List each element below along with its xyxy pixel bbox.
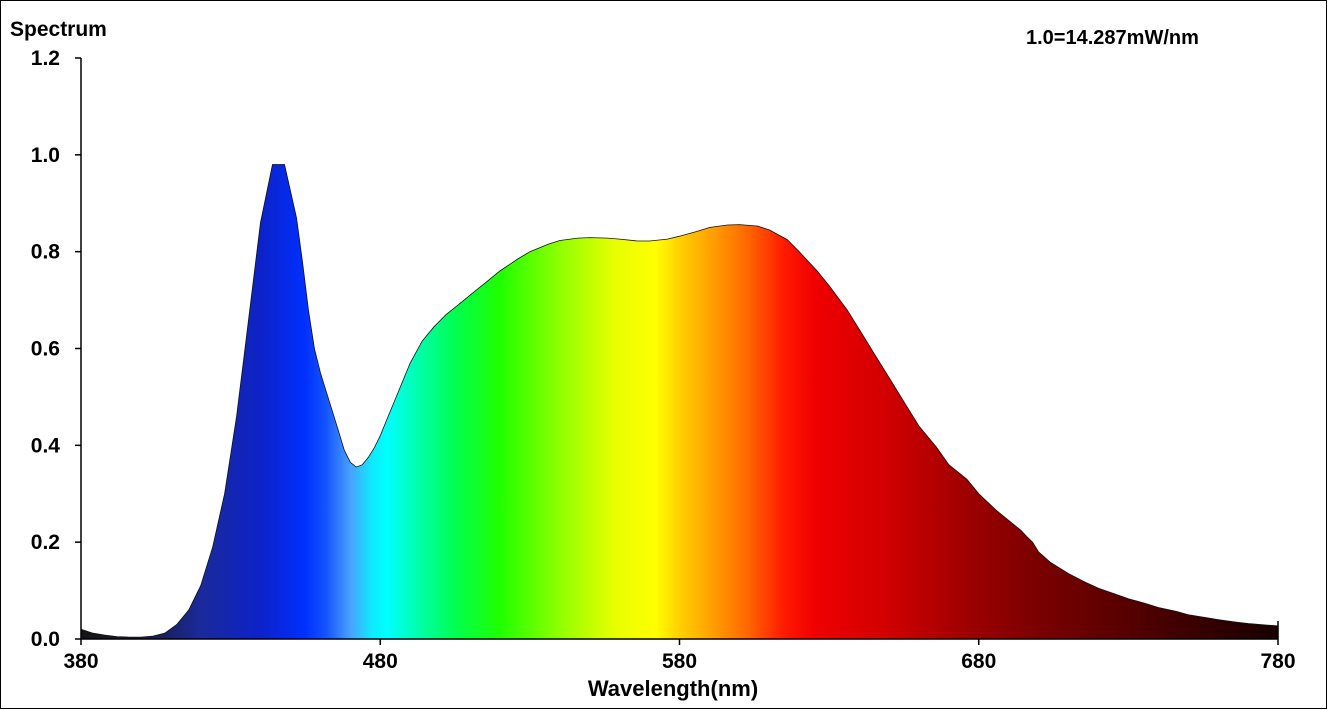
x-tick-label: 680 (961, 650, 996, 673)
x-tick-label: 380 (63, 650, 98, 673)
plot-area (81, 164, 1278, 639)
spectrum-outline (81, 164, 1278, 638)
y-tick-label: 0.2 (31, 531, 60, 554)
y-tick-label: 0.8 (31, 241, 61, 264)
x-axis-label: Wavelength(nm) (588, 676, 758, 701)
y-tick-label: 0.4 (31, 434, 61, 457)
scale-annotation: 1.0=14.287mW/nm (1026, 27, 1199, 49)
chart-title: Spectrum (10, 18, 107, 41)
x-tick-label: 780 (1260, 650, 1295, 673)
y-tick-label: 1.2 (31, 47, 60, 70)
y-ticks: 0.0 0.2 0.4 0.6 0.8 1.0 1.2 (31, 47, 81, 651)
y-tick-label: 0.6 (31, 338, 60, 361)
y-tick-label: 0.0 (31, 628, 60, 651)
x-tick-label: 480 (363, 650, 398, 673)
x-tick-label: 580 (662, 650, 697, 673)
x-ticks: 380 480 580 680 780 (63, 639, 1296, 673)
y-tick-label: 1.0 (31, 144, 60, 167)
spectrum-area (81, 164, 1278, 639)
